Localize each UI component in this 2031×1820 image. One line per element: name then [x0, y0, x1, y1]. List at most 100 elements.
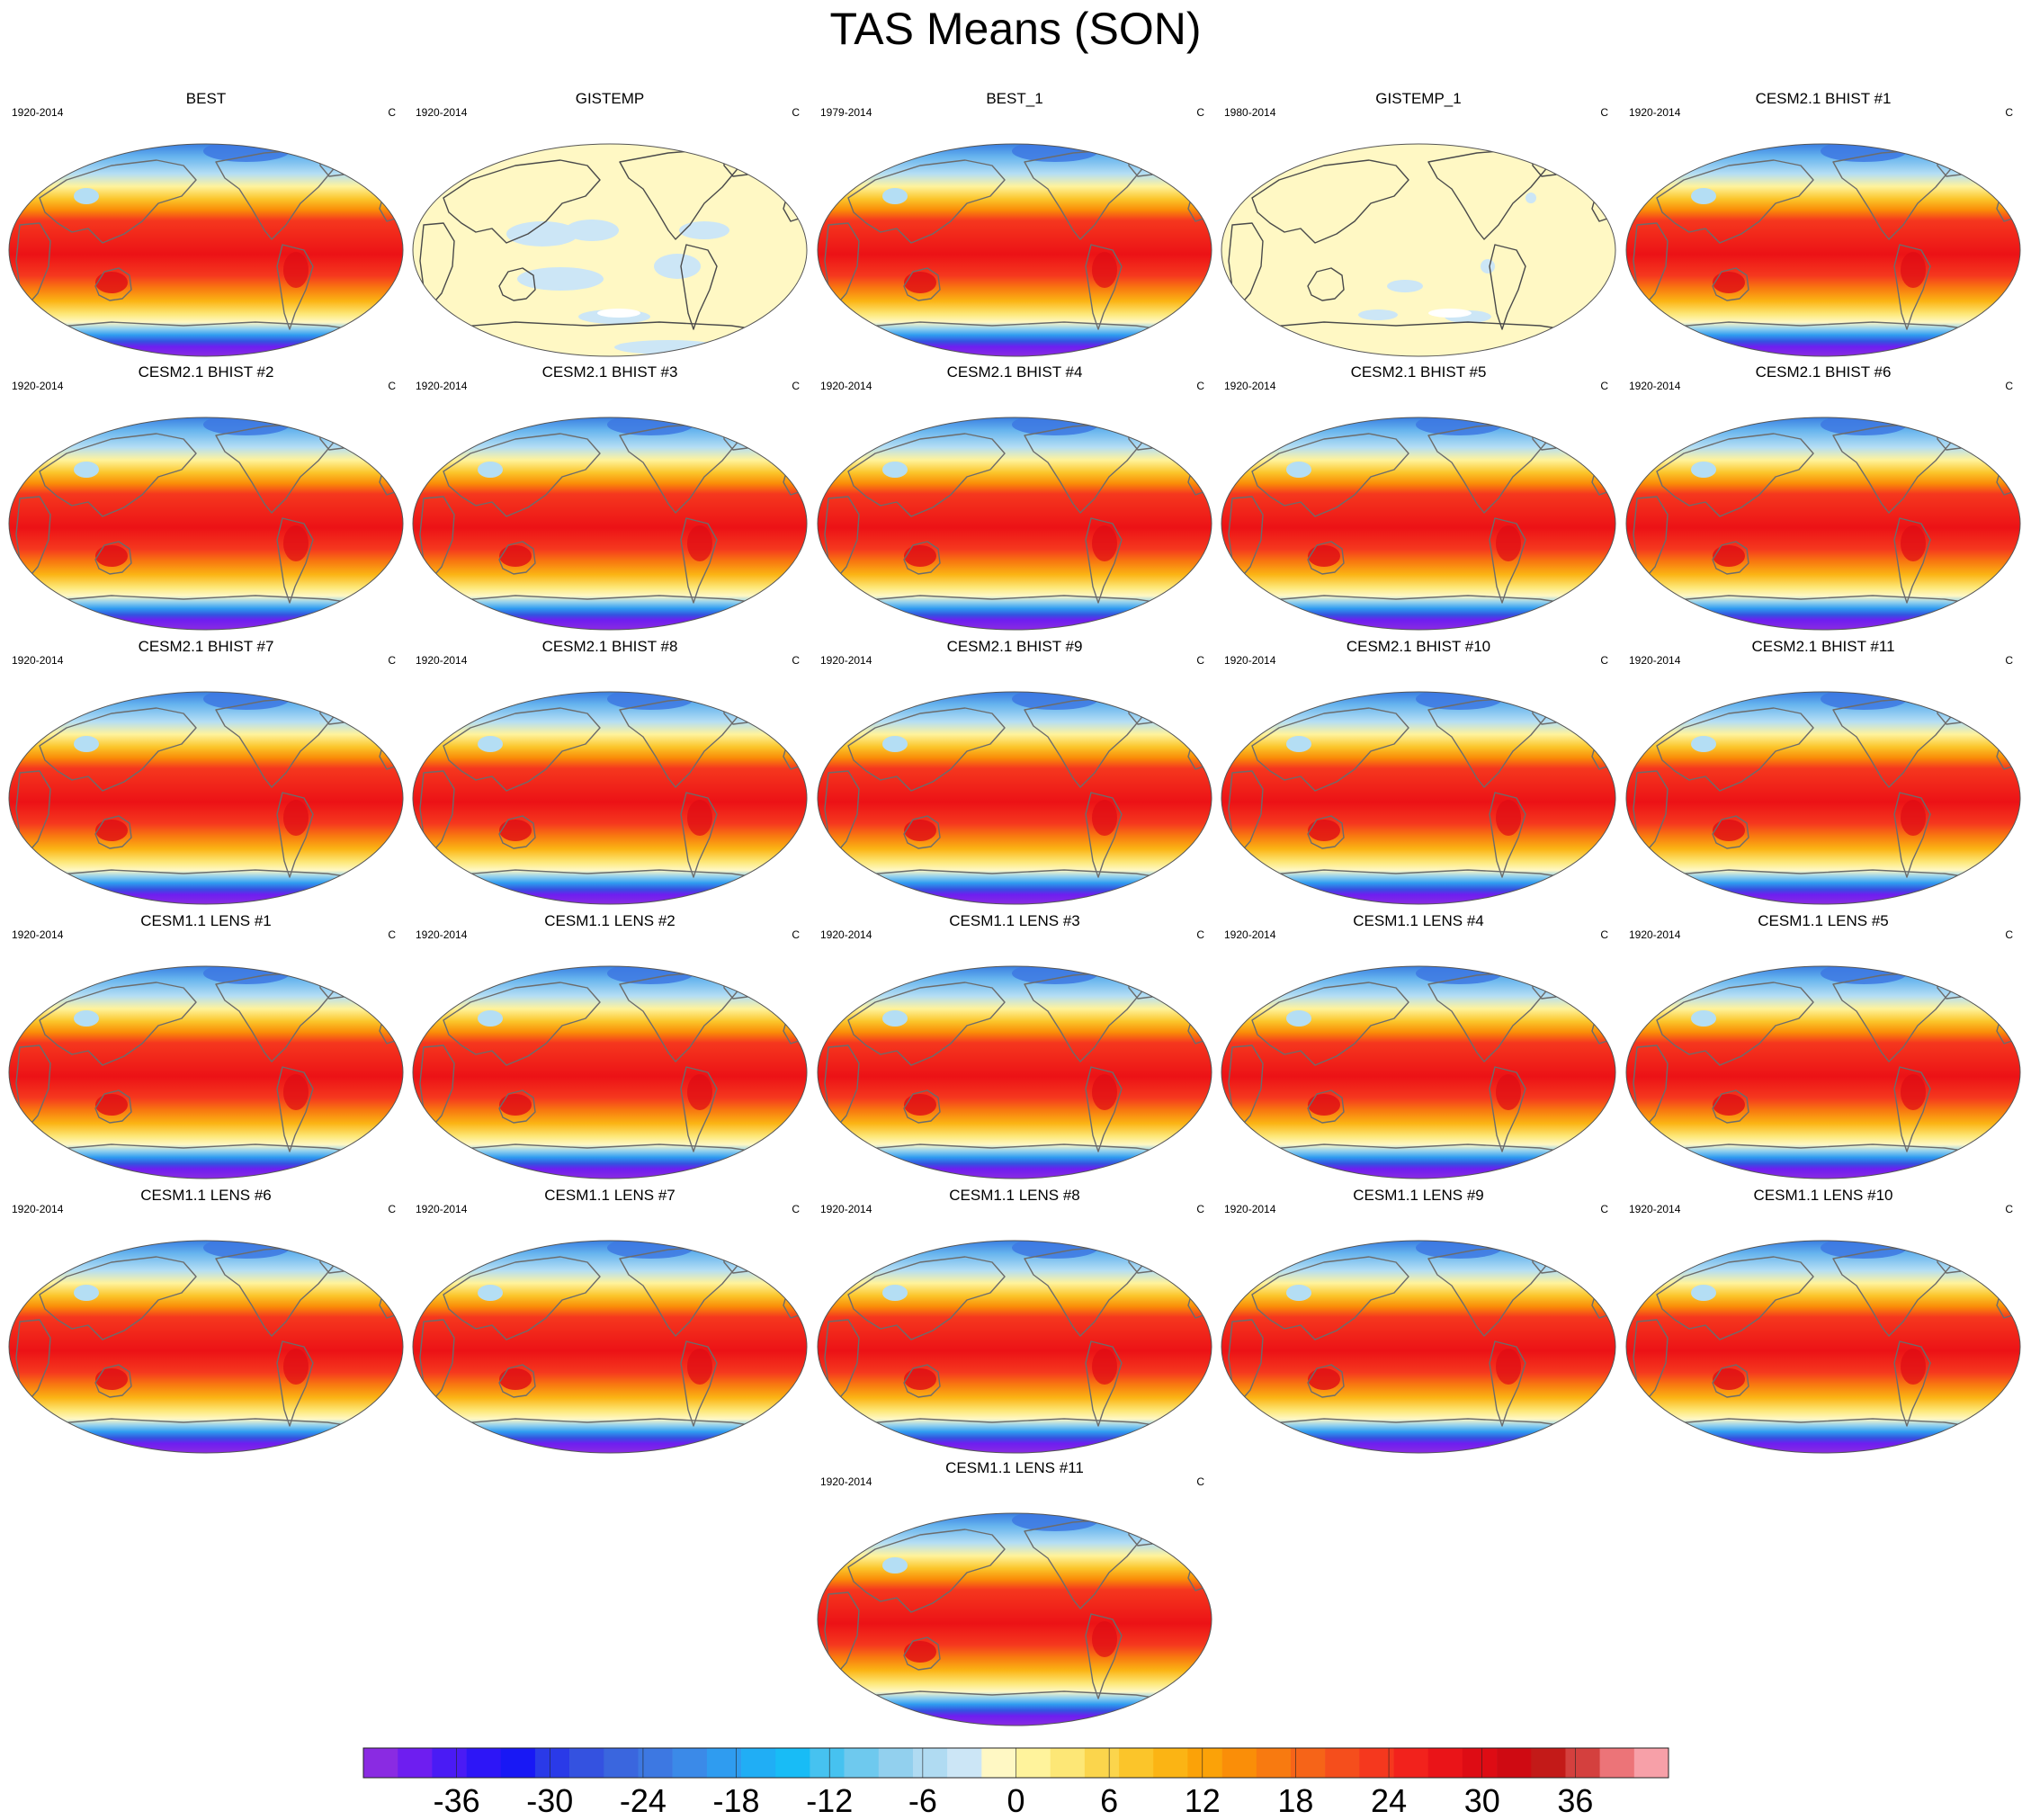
coastline-antarctica — [1260, 1418, 1577, 1429]
coastline-australia — [498, 1089, 536, 1124]
cold-plateau-mark — [882, 1557, 908, 1573]
panel-title: CESM2.1 BHIST #2 — [138, 363, 274, 381]
panel-unit: C — [1600, 928, 1608, 941]
arctic-cold-mark — [1937, 697, 1966, 715]
map-svg — [817, 691, 1212, 905]
coastline-southAmerica — [1085, 792, 1123, 878]
map-panel: CESM2.1 BHIST #6 1920-2014 C — [1621, 363, 2026, 633]
warm-land-mark — [499, 1094, 532, 1116]
warm-land-mark — [283, 800, 309, 836]
panel-unit: C — [1196, 106, 1204, 119]
map-border — [8, 1240, 404, 1454]
map-panel: CESM1.1 LENS #2 1920-2014 C — [407, 912, 812, 1182]
panel-years: 1980-2014 — [1224, 106, 1276, 119]
coastline-antarctica — [48, 595, 364, 605]
panel-unit: C — [388, 928, 396, 941]
colorbar-swatch — [1393, 1748, 1429, 1778]
colorbar-swatch — [1084, 1748, 1120, 1778]
map-panel: CESM1.1 LENS #5 1920-2014 C — [1621, 912, 2026, 1182]
panel-unit: C — [2005, 380, 2013, 392]
temperature-field — [9, 1241, 403, 1453]
coastline-antarctica — [1665, 595, 1982, 605]
coastline-southAmerica — [276, 1340, 314, 1427]
warm-land-mark — [687, 800, 712, 836]
arctic-cold-mark — [320, 1246, 349, 1264]
warm-land-mark — [1092, 1349, 1117, 1385]
coastline-australia — [1307, 815, 1345, 849]
map-border — [1625, 143, 2021, 357]
warm-land-mark — [283, 1349, 309, 1385]
map-border — [412, 691, 808, 905]
colorbar-tick-label: 24 — [1371, 1782, 1407, 1819]
map-panel: CESM2.1 BHIST #7 1920-2014 C — [4, 638, 408, 908]
map-field — [1221, 1241, 1615, 1453]
map-svg — [1625, 691, 2021, 905]
arctic-cold-mark — [1533, 697, 1561, 715]
colorbar-swatch — [1325, 1748, 1360, 1778]
coastline-australia — [1307, 267, 1345, 301]
temperature-field — [818, 692, 1212, 904]
panel-title: CESM1.1 LENS #1 — [140, 912, 272, 929]
colorbar-swatch — [569, 1748, 604, 1778]
coastline-southAmerica — [680, 517, 718, 604]
warm-land-mark — [1308, 820, 1340, 841]
map-field — [818, 417, 1212, 630]
panel-title: BEST_1 — [986, 90, 1043, 107]
panel-years: 1920-2014 — [12, 928, 64, 941]
colorbar-swatch — [1565, 1748, 1600, 1778]
coastline-antarctica — [1260, 595, 1577, 605]
warm-land-mark — [687, 1349, 712, 1385]
warm-land-mark — [1901, 525, 1926, 561]
arctic-cold-mark — [320, 697, 349, 715]
coastline-southAmerica — [1489, 792, 1526, 878]
coastline-africa — [15, 222, 51, 307]
panel-unit: C — [388, 654, 396, 667]
coastline-africa — [824, 1591, 860, 1676]
coastline-southAmerica — [1489, 244, 1526, 330]
missing-data-region — [1428, 309, 1472, 318]
panel-years: 1920-2014 — [12, 654, 64, 667]
coastline-southAmerica — [1893, 792, 1931, 878]
arctic-cold-mark — [1129, 1246, 1158, 1264]
warm-land-mark — [1496, 1074, 1521, 1110]
map-panel: CESM2.1 BHIST #11 1920-2014 C — [1621, 638, 2026, 908]
temperature-field — [1221, 966, 1615, 1179]
map-svg — [817, 417, 1212, 631]
colorbar-swatch — [947, 1748, 982, 1778]
panel-unit: C — [2005, 928, 2013, 941]
cold-plateau-mark — [1286, 1285, 1311, 1301]
warm-land-mark — [95, 820, 128, 841]
coastline-antarctica — [856, 1143, 1173, 1154]
arctic-cold-mark — [1937, 972, 1966, 990]
coastline-africa — [1633, 496, 1669, 580]
panel-years: 1979-2014 — [820, 106, 872, 119]
panel-title: CESM2.1 BHIST #1 — [1755, 90, 1892, 107]
map-svg — [1625, 417, 2021, 631]
colorbar-tick-label: -18 — [713, 1782, 760, 1819]
map-border — [817, 691, 1212, 905]
map-panel: CESM1.1 LENS #4 1920-2014 C — [1216, 912, 1621, 1182]
map-svg — [1625, 965, 2021, 1179]
map-border — [1221, 417, 1616, 631]
panel-years: 1920-2014 — [820, 380, 872, 392]
colorbar-tick-label: 30 — [1464, 1782, 1500, 1819]
panel-title: CESM1.1 LENS #7 — [544, 1187, 676, 1204]
cold-plateau-mark — [1286, 736, 1311, 752]
warm-land-mark — [1713, 1094, 1745, 1116]
panel-unit: C — [792, 106, 800, 119]
map-panel: CESM1.1 LENS #9 1920-2014 C — [1216, 1187, 1621, 1457]
cold-plateau-mark — [74, 462, 99, 478]
map-svg — [1625, 143, 2021, 357]
temperature-field — [818, 966, 1212, 1179]
coastline-antarctica — [1260, 1143, 1577, 1154]
arctic-cold-mark — [1129, 423, 1158, 441]
cold-plateau-mark — [478, 736, 503, 752]
temperature-field — [9, 144, 403, 356]
map-field — [9, 1241, 403, 1453]
map-border — [1221, 1240, 1616, 1454]
coastline-africa — [15, 496, 51, 580]
warm-land-mark — [1092, 252, 1117, 288]
colorbar-swatch — [912, 1748, 948, 1778]
coastline-southAmerica — [680, 244, 718, 330]
coastline-southAmerica — [1893, 1066, 1931, 1152]
